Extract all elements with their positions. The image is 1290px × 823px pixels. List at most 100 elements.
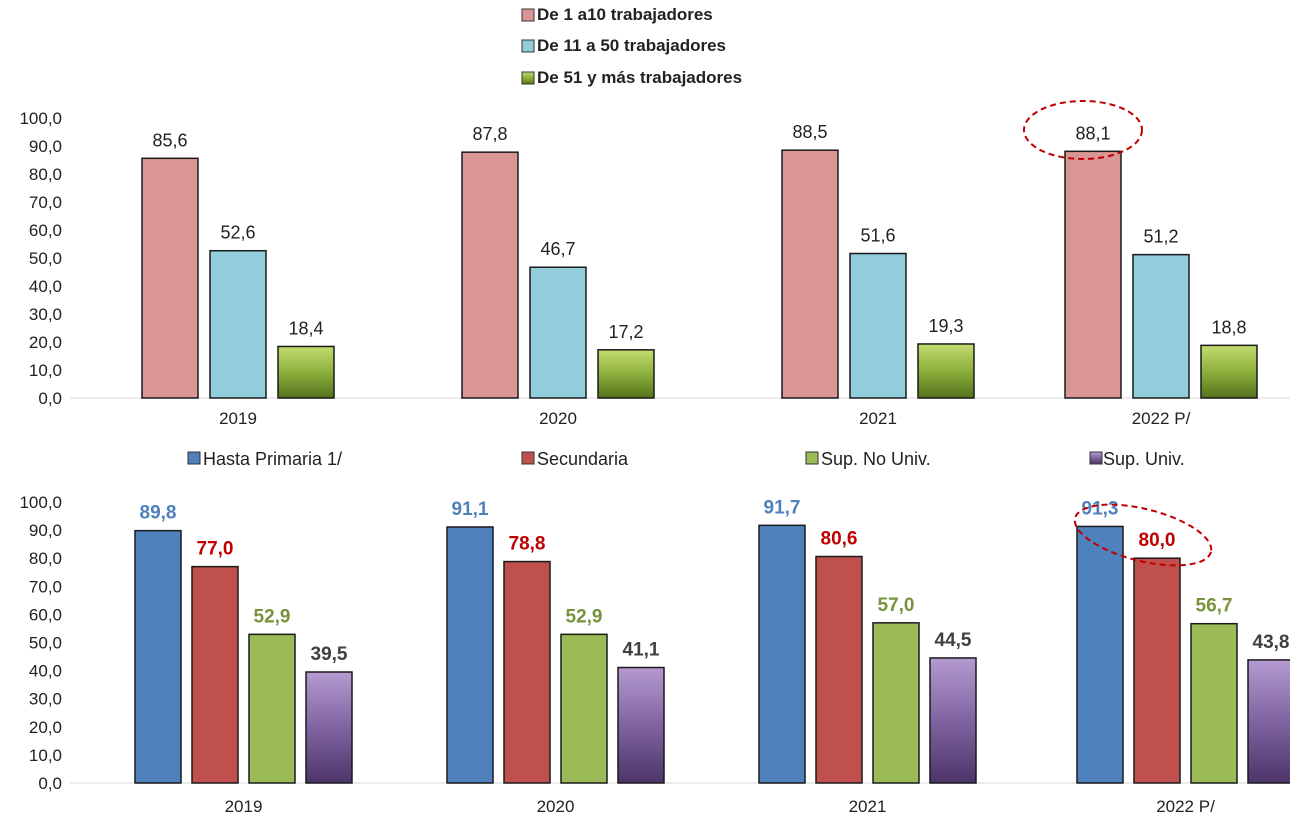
c2-data-label: 57,0 [878,595,915,616]
legend-label-1: De 1 a10 trabajadores [537,5,713,24]
c2-y-tick-label: 70,0 [29,577,62,596]
c2-bar [758,524,806,784]
c2-data-label: 89,8 [140,503,177,524]
legend-label-3: De 51 y más trabajadores [537,68,742,87]
c1-bar [209,249,267,399]
c2-data-label: 44,5 [935,630,972,651]
chart-1-y-axis: 0,0 10,0 20,0 30,0 40,0 50,0 60,0 70,0 80,0 90,0 1… [19,109,62,408]
c1-y-tick-label: 10,0 [29,361,62,380]
legend-swatch-4 [187,451,201,465]
c1-data-label: 88,5 [792,122,827,142]
c2-data-label: 41,1 [623,640,660,661]
c1-y-tick-label: 0,0 [38,389,62,408]
c1-bar [917,343,975,399]
chart-2: Hasta Primaria 1/ Secundaria Sup. No Uni… [19,449,1290,816]
c1-y-tick-label: 60,0 [29,221,62,240]
chart-2-y-axis: 0,0 10,0 20,0 30,0 40,0 50,0 60,0 70,0 80,0 90,0 1… [19,493,62,793]
legend-item-6: Sup. No Univ. [805,449,931,469]
c2-y-tick-label: 40,0 [29,662,62,681]
c2-y-tick-label: 60,0 [29,605,62,624]
c2-data-label: 43,8 [1253,632,1290,653]
c1-data-label: 19,3 [928,316,963,336]
c2-y-tick-label: 10,0 [29,746,62,765]
c1-bar [461,151,519,399]
legend-item-5: Secundaria [521,449,629,469]
c2-bar [1190,622,1238,784]
chart-1-x-axis: 2019 2020 2021 2022 P/ [219,409,1190,428]
c2-bar [1076,525,1124,784]
c2-y-tick-label: 80,0 [29,549,62,568]
c1-bar [277,345,335,399]
chart-1-legend: De 1 a10 trabajadores De 11 a 50 trabaja… [521,5,742,87]
c2-data-label: 80,0 [1139,530,1176,551]
c1-bar [1132,253,1190,399]
legend-label-7: Sup. Univ. [1103,449,1185,469]
chart-2-legend: Hasta Primaria 1/ Secundaria Sup. No Uni… [187,449,1185,469]
c1-data-label: 51,6 [860,226,895,246]
chart-1: De 1 a10 trabajadores De 11 a 50 trabaja… [19,5,1290,428]
c2-data-label: 39,5 [311,644,348,665]
c1-x-tick-label: 2020 [539,409,577,428]
c1-bar [1064,150,1122,399]
c1-bar [529,266,587,399]
c2-y-tick-label: 0,0 [38,774,62,793]
c2-data-label: 52,9 [566,606,603,627]
legend-item-2: De 11 a 50 trabajadores [521,36,726,55]
chart-2-highlight-ellipse [1073,503,1213,567]
c2-x-tick-label: 2019 [225,797,263,816]
c1-data-label: 88,1 [1075,123,1110,143]
c2-y-tick-label: 20,0 [29,718,62,737]
c2-bar [191,565,239,784]
legend-swatch-7 [1089,451,1103,465]
c1-data-label: 51,2 [1143,227,1178,247]
c1-data-label: 17,2 [608,322,643,342]
legend-swatch-3 [521,71,535,85]
c2-bar [560,633,608,784]
c2-y-tick-label: 90,0 [29,521,62,540]
c2-bar [503,560,551,784]
chart-2-data-labels: 89,8 77,0 52,9 39,5 91,1 78,8 52,9 41,1 91,7 80,6… [140,497,1290,665]
c2-data-label: 91,7 [764,497,801,518]
c1-y-tick-label: 20,0 [29,333,62,352]
c2-bar [305,671,353,784]
c2-data-label: 56,7 [1196,596,1233,617]
c2-bar [617,666,665,784]
c2-data-label: 80,6 [821,529,858,550]
c1-y-tick-label: 100,0 [19,109,62,128]
c2-y-tick-label: 30,0 [29,690,62,709]
legend-label-5: Secundaria [537,449,629,469]
c1-bar [597,349,655,399]
c2-data-label: 91,1 [452,499,489,520]
c1-x-tick-label: 2022 P/ [1132,409,1191,428]
c1-y-tick-label: 40,0 [29,277,62,296]
legend-label-2: De 11 a 50 trabajadores [537,36,726,55]
c1-y-tick-label: 90,0 [29,137,62,156]
legend-label-6: Sup. No Univ. [821,449,931,469]
c1-data-label: 85,6 [152,130,187,150]
legend-item-7: Sup. Univ. [1089,449,1185,469]
legend-label-4: Hasta Primaria 1/ [203,449,342,469]
chart-2-bars [134,524,1290,784]
legend-item-3: De 51 y más trabajadores [521,68,742,87]
c2-bar [1247,659,1290,784]
c2-data-label: 52,9 [254,606,291,627]
c1-y-tick-label: 30,0 [29,305,62,324]
c1-bar [1200,344,1258,399]
c2-x-tick-label: 2022 P/ [1156,797,1215,816]
c2-data-label: 78,8 [509,534,546,555]
c1-data-label: 18,4 [288,318,323,338]
c1-bar [141,157,199,399]
c1-data-label: 52,6 [220,223,255,243]
c1-x-tick-label: 2019 [219,409,257,428]
c2-x-tick-label: 2020 [537,797,575,816]
legend-item-4: Hasta Primaria 1/ [187,449,342,469]
c2-x-tick-label: 2021 [849,797,887,816]
chart-1-highlight-ellipse [1023,100,1143,160]
c2-bar [815,555,863,784]
c2-y-tick-label: 50,0 [29,634,62,653]
c2-bar [446,526,494,784]
chart-1-bars [141,149,1258,399]
c2-bar [134,529,182,784]
chart-1-data-labels: 85,6 52,6 18,4 87,8 46,7 17,2 88,5 51,6 19,3 88,1… [152,122,1246,342]
